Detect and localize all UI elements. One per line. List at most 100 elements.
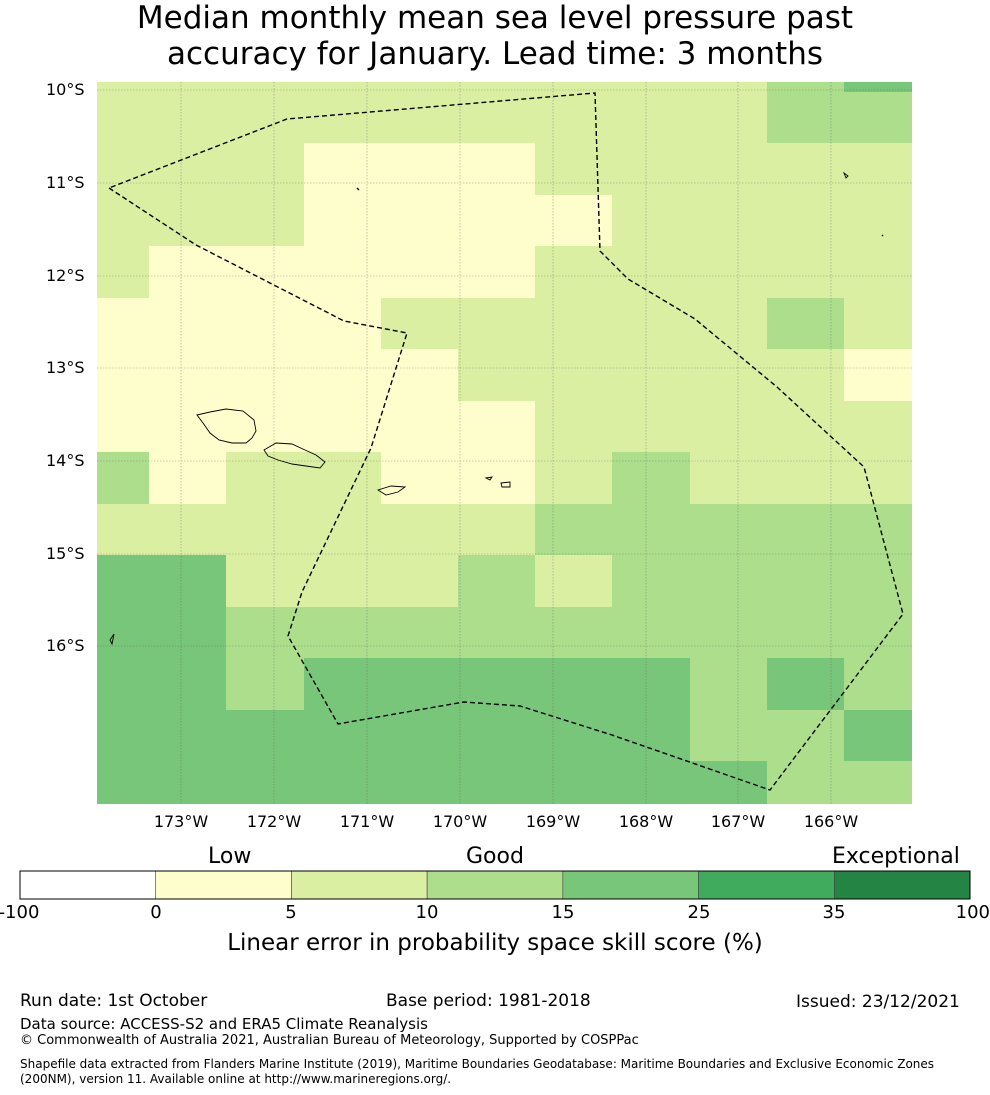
grid-cell: [381, 401, 458, 452]
grid-cell: [535, 401, 612, 452]
grid-cell: [612, 710, 690, 761]
colorbar: [20, 871, 970, 899]
grid-cell: [767, 349, 844, 401]
grid-cell: [612, 195, 690, 246]
grid-cell: [149, 195, 226, 246]
grid-cell: [844, 658, 912, 710]
colorbar-tick-0: 0: [126, 902, 186, 923]
grid-cell: [458, 246, 535, 298]
grid-cell: [97, 607, 149, 658]
grid-cell: [690, 401, 767, 452]
grid-cell: [535, 246, 612, 298]
grid-cell: [767, 82, 844, 92]
grid-cell: [535, 195, 612, 246]
grid-cell: [458, 452, 535, 504]
grid-cell: [458, 504, 535, 555]
grid-cell: [381, 195, 458, 246]
grid-cell: [97, 452, 149, 504]
grid-cell: [844, 452, 912, 504]
grid-cell: [767, 298, 844, 349]
grid-cell: [381, 504, 458, 555]
grid-cell: [844, 82, 912, 92]
grid-cell: [381, 555, 458, 607]
lon-label-167w: 167°W: [698, 812, 778, 831]
grid-cell: [149, 761, 226, 804]
grid-cell: [535, 82, 612, 92]
base-period: Base period: 1981-2018: [386, 991, 591, 1011]
grid-cell: [535, 607, 612, 658]
colorbar-segment: [563, 871, 699, 899]
grid-cell: [304, 761, 381, 804]
grid-cell: [381, 92, 458, 143]
grid-cell: [690, 143, 767, 195]
colorbar-tick-10: 10: [397, 902, 457, 923]
grid-cell: [304, 555, 381, 607]
colorbar-segment: [156, 871, 292, 899]
run-date: Run date: 1st October: [20, 991, 207, 1011]
grid-cell: [304, 504, 381, 555]
grid-cell: [97, 82, 149, 92]
colorbar-segment: [427, 871, 563, 899]
grid-cell: [844, 92, 912, 143]
grid-cell: [97, 658, 149, 710]
lat-label-12s: 12°S: [46, 266, 85, 285]
grid-cell: [226, 143, 304, 195]
grid-cell: [535, 555, 612, 607]
grid-cell: [844, 298, 912, 349]
grid-cell: [612, 658, 690, 710]
grid-cell: [690, 452, 767, 504]
grid-cell: [535, 710, 612, 761]
grid-cell: [226, 452, 304, 504]
grid-cell: [535, 761, 612, 804]
grid-cell: [381, 349, 458, 401]
grid-cell: [690, 607, 767, 658]
grid-cell: [458, 195, 535, 246]
grid-cell: [844, 401, 912, 452]
grid-cell: [767, 401, 844, 452]
grid-cell: [844, 761, 912, 804]
grid-cell: [612, 349, 690, 401]
grid-cell: [304, 607, 381, 658]
grid-cell: [226, 555, 304, 607]
grid-cell: [844, 710, 912, 761]
lat-label-13s: 13°S: [46, 358, 85, 377]
grid-cell: [690, 349, 767, 401]
grid-cell: [381, 143, 458, 195]
grid-cell: [612, 607, 690, 658]
grid-cell: [226, 607, 304, 658]
shapefile-credit-line-2: (200NM), version 11. Available online at…: [20, 1072, 451, 1086]
grid-cell: [458, 710, 535, 761]
grid-cell: [97, 143, 149, 195]
grid-cell: [304, 298, 381, 349]
grid-cell: [535, 143, 612, 195]
grid-cell: [690, 246, 767, 298]
grid-cell: [612, 246, 690, 298]
grid-cell: [458, 401, 535, 452]
grid-cell: [690, 82, 767, 92]
grid-cell: [381, 298, 458, 349]
grid-cell: [149, 710, 226, 761]
grid-cell: [767, 555, 844, 607]
colorbar-tick-minus100: -100: [0, 902, 49, 923]
grid-cell: [612, 298, 690, 349]
grid-cell: [226, 82, 304, 92]
grid-cell: [304, 452, 381, 504]
grid-cell: [690, 658, 767, 710]
grid-cell: [304, 82, 381, 92]
grid-cell: [381, 82, 458, 92]
grid-cell: [381, 607, 458, 658]
grid-cell: [149, 349, 226, 401]
lon-label-166w: 166°W: [791, 812, 871, 831]
grid-cell: [767, 658, 844, 710]
issued-date: Issued: 23/12/2021: [796, 992, 960, 1012]
colorbar-segment: [834, 871, 970, 899]
grid-cell: [767, 92, 844, 143]
lon-label-171w: 171°W: [327, 812, 407, 831]
grid-cell: [612, 401, 690, 452]
grid-cell: [226, 92, 304, 143]
grid-cell: [226, 349, 304, 401]
colorbar-segment: [699, 871, 835, 899]
grid-cell: [612, 452, 690, 504]
grid-cell: [458, 82, 535, 92]
grid-cell: [690, 761, 767, 804]
